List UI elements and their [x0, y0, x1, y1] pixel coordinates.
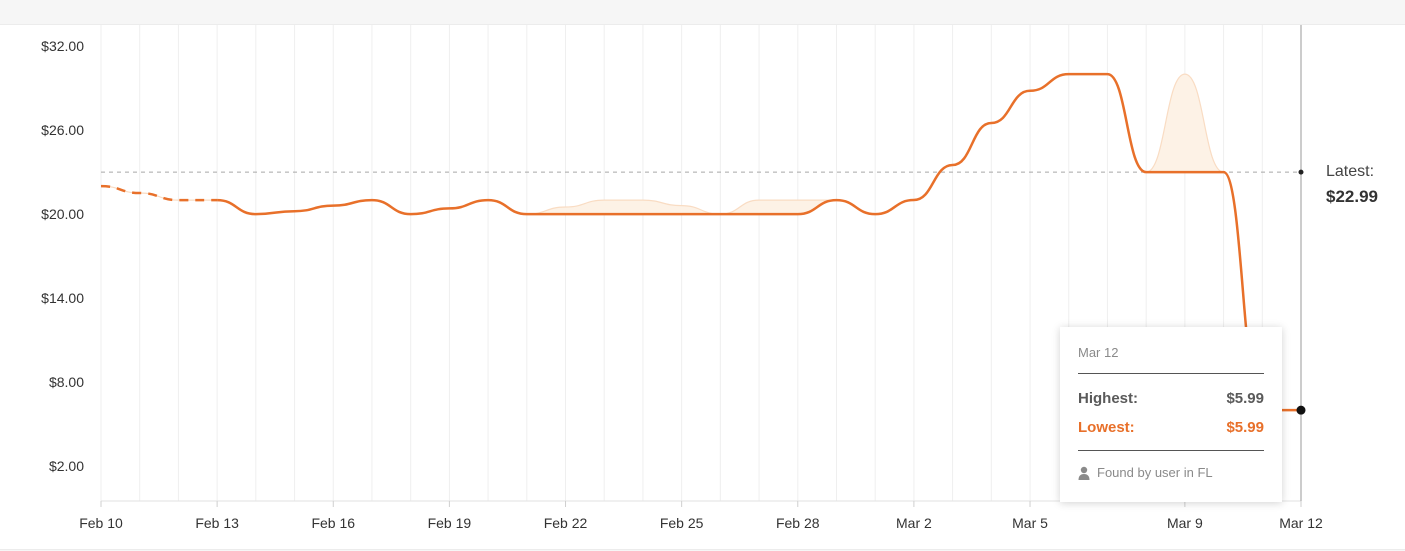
tooltip-lowest-label: Lowest: [1078, 419, 1135, 436]
user-icon [1078, 466, 1090, 480]
latest-label: Latest: [1326, 163, 1374, 180]
x-tick-label: Feb 13 [195, 515, 239, 531]
tooltip-divider [1078, 450, 1264, 451]
price-line-dashed [100, 184, 218, 202]
x-tick-label: Feb 19 [428, 515, 472, 531]
y-tick-label: $8.00 [49, 374, 84, 390]
price-tooltip: Mar 12 Highest: $5.99 Lowest: $5.99 Foun… [1060, 327, 1282, 502]
tooltip-date: Mar 12 [1078, 345, 1119, 360]
x-tick-label: Mar 9 [1167, 515, 1203, 531]
hover-point-marker [1296, 405, 1306, 415]
tooltip-highest-label: Highest: [1078, 390, 1138, 407]
y-tick-label: $26.00 [41, 122, 84, 138]
price-history-card: $32.00 $26.00 $20.00 $14.00 $8.00 $2.00 Feb 1… [0, 24, 1405, 550]
price-history-chart: $32.00 $26.00 $20.00 $14.00 $8.00 $2.00 Feb 1… [41, 25, 1378, 531]
tooltip-footer: Found by user in FL [1078, 465, 1264, 480]
latest-value: $22.99 [1326, 187, 1378, 206]
y-tick-label: $14.00 [41, 290, 84, 306]
price-range-band [101, 74, 1301, 411]
price-line [217, 72, 1301, 412]
tooltip-lowest-row: Lowest: $5.99 [1078, 419, 1264, 436]
x-tick-label: Feb 16 [311, 515, 355, 531]
x-tick-label: Mar 5 [1012, 515, 1048, 531]
tooltip-highest-row: Highest: $5.99 [1078, 390, 1264, 407]
latest-marker [1298, 169, 1304, 175]
x-tick-label: Feb 22 [544, 515, 588, 531]
y-tick-label: $32.00 [41, 38, 84, 54]
x-tick-label: Feb 28 [776, 515, 820, 531]
tooltip-divider [1078, 373, 1264, 374]
x-tick-label: Mar 12 [1279, 515, 1323, 531]
x-tick-label: Mar 2 [896, 515, 932, 531]
x-tick-label: Feb 10 [79, 515, 123, 531]
tooltip-lowest-value: $5.99 [1226, 419, 1264, 436]
tooltip-footer-text: Found by user in FL [1097, 465, 1213, 480]
y-tick-label: $2.00 [49, 458, 84, 474]
x-tick-label: Feb 25 [660, 515, 704, 531]
tooltip-highest-value: $5.99 [1226, 390, 1264, 407]
y-tick-label: $20.00 [41, 206, 84, 222]
